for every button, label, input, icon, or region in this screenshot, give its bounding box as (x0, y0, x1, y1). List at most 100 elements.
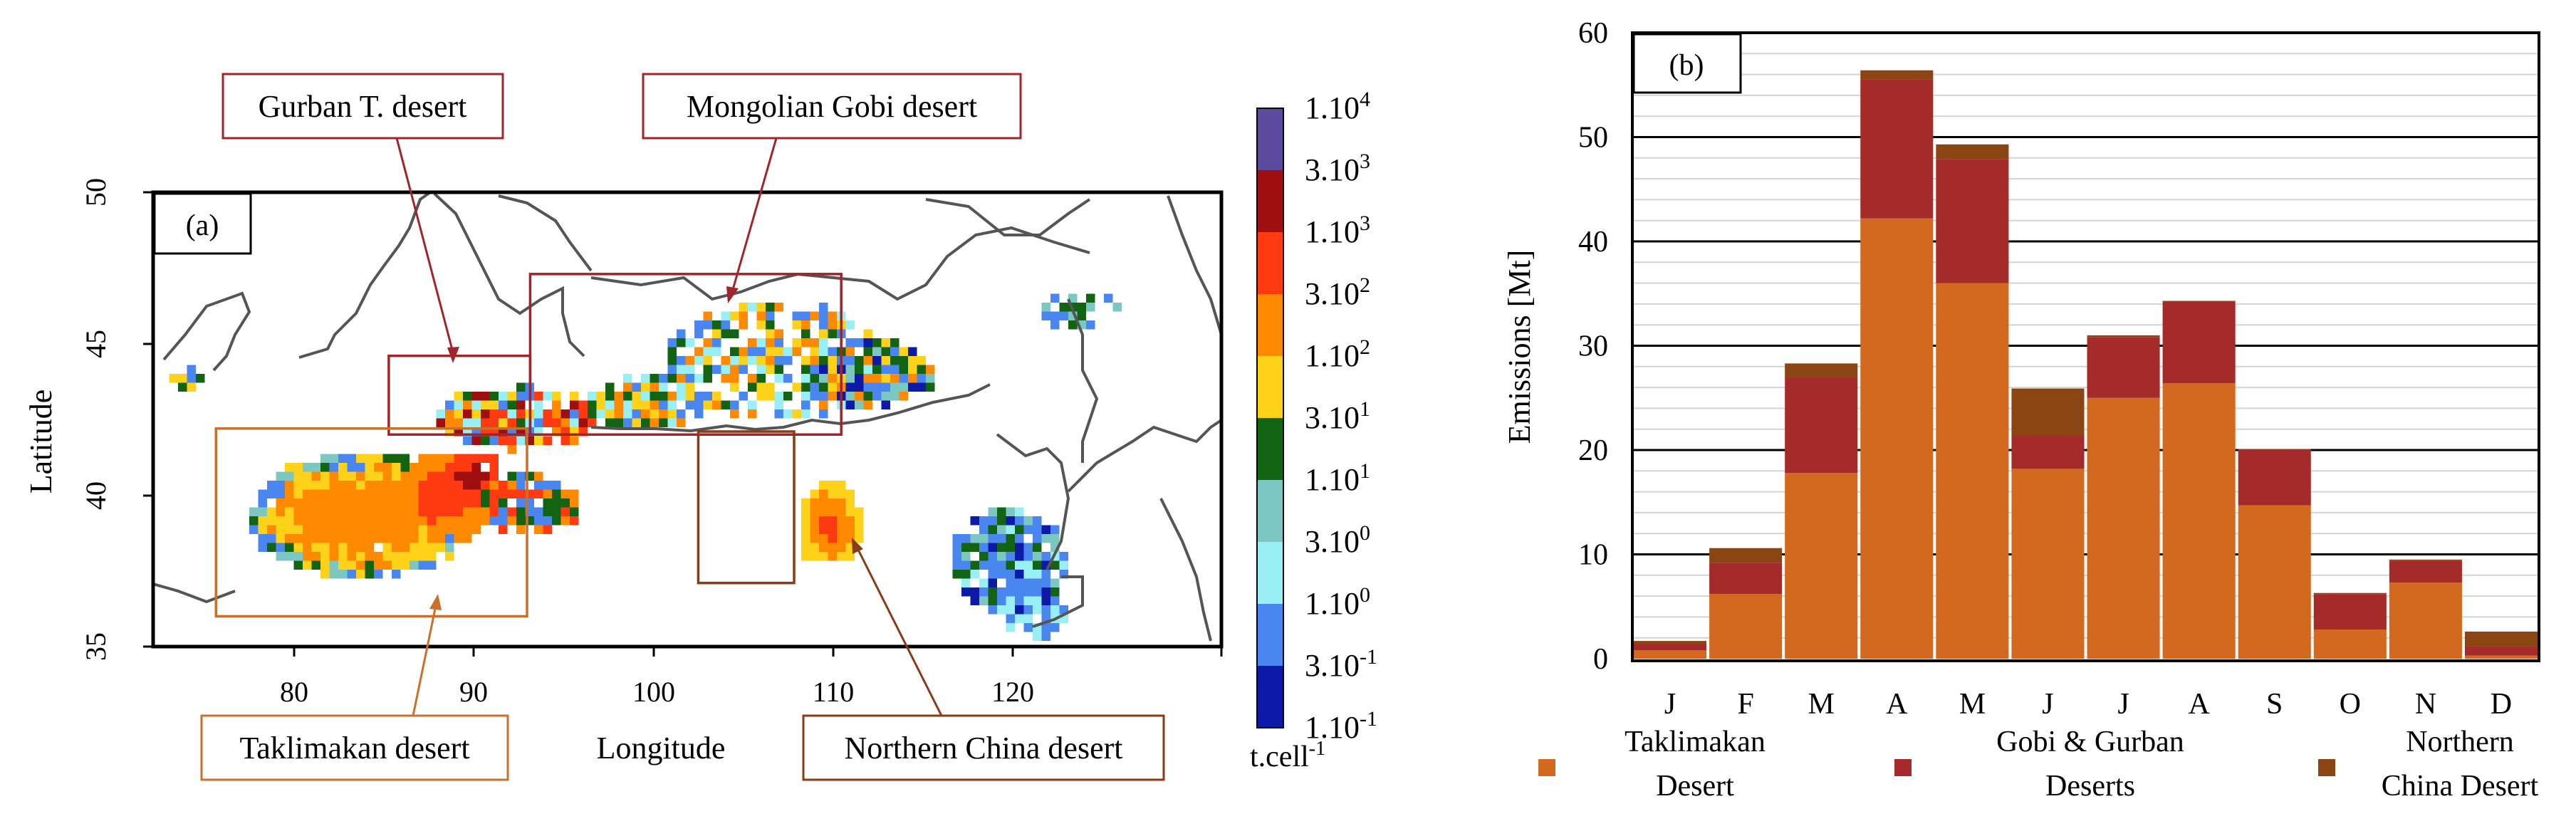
emission-cell (382, 516, 392, 526)
emission-cell (872, 365, 882, 374)
emission-cell (454, 392, 463, 401)
region-box (697, 430, 796, 585)
emission-cell (1006, 507, 1015, 516)
emission-cell (845, 365, 855, 374)
x-tick-label: M (1808, 688, 1835, 721)
x-tick-label: 100 (632, 676, 675, 708)
emission-cell (1006, 525, 1015, 534)
emission-cell (855, 374, 864, 383)
emission-cell (329, 552, 338, 561)
emission-cell (988, 507, 997, 516)
emission-cell (418, 507, 427, 516)
panel-label: (b) (1669, 49, 1704, 82)
emission-cell (1015, 516, 1024, 526)
emission-cell (489, 471, 499, 481)
emission-cell (952, 543, 961, 552)
emission-cell (471, 481, 481, 490)
emission-cell (338, 570, 348, 579)
emission-cell (810, 525, 819, 534)
emission-cell (766, 382, 775, 392)
emission-cell (410, 552, 419, 561)
emission-cell (694, 356, 704, 365)
emission-cell (677, 382, 686, 392)
emission-cell (863, 365, 872, 374)
emission-cell (392, 543, 401, 552)
emission-cell (329, 570, 338, 579)
annotation-gobi: Mongolian Gobi desert (642, 73, 1022, 303)
emission-cell (311, 481, 320, 490)
emission-cell (988, 596, 997, 605)
emission-cell (667, 418, 677, 427)
x-tick-label: D (2491, 688, 2512, 721)
emission-cell (320, 489, 330, 498)
emission-cell (917, 382, 926, 392)
emission-cell (766, 329, 775, 338)
emission-cell (1006, 543, 1015, 552)
emission-cell (863, 374, 872, 383)
emission-cell (739, 311, 748, 320)
emission-cell (454, 507, 463, 516)
emission-cell (801, 365, 810, 374)
emission-cell (1006, 596, 1015, 605)
panel-label-box (1632, 33, 1742, 94)
emission-cell (926, 382, 935, 392)
emission-cell (908, 382, 917, 392)
emission-cell (703, 356, 712, 365)
emission-cell (756, 392, 766, 401)
emission-cell (552, 400, 561, 409)
emission-cell (382, 525, 392, 534)
emission-cell (410, 507, 419, 516)
emission-cell (481, 507, 490, 516)
emission-cell (543, 498, 552, 508)
emission-cell (917, 374, 926, 383)
emission-cell (952, 552, 961, 561)
emission-cell (445, 498, 454, 508)
legend-label: Deserts (2045, 770, 2135, 803)
emission-cell (792, 311, 801, 320)
emission-cell (872, 374, 882, 383)
emission-cell (427, 560, 437, 570)
emission-cell (267, 516, 276, 526)
emission-cell (410, 489, 419, 498)
emission-cell (1006, 605, 1015, 615)
emission-cell (418, 471, 427, 481)
emission-cell (605, 400, 615, 409)
emission-cell (267, 507, 276, 516)
emission-cell (623, 374, 632, 383)
emission-cell (623, 392, 632, 401)
emission-cell (570, 418, 579, 427)
emission-cell (293, 525, 303, 534)
emission-cell (1015, 552, 1024, 561)
emission-cell (1041, 552, 1050, 561)
border-line (162, 291, 251, 372)
bar-segment-taklimakan-desert (1709, 594, 1783, 659)
emission-cell (961, 534, 971, 543)
emission-cell (756, 365, 766, 374)
emission-cell (499, 525, 508, 534)
emission-cell (1015, 560, 1024, 570)
legend-label: Northern (2406, 726, 2514, 758)
emission-cell (418, 552, 427, 561)
emission-cell (997, 543, 1006, 552)
emission-cell (819, 356, 828, 365)
emission-cell (347, 507, 356, 516)
emission-cell (516, 507, 526, 516)
x-tick-label: A (2188, 688, 2210, 721)
emission-cell (320, 454, 330, 463)
emission-cell (516, 525, 526, 534)
emission-cell (1015, 605, 1024, 615)
annotation-arrow (412, 605, 437, 716)
legend-swatch (2318, 759, 2335, 776)
emission-cell (605, 418, 615, 427)
emission-cell (311, 507, 320, 516)
emission-cell (845, 489, 855, 498)
emission-cell (614, 392, 623, 401)
emission-cell (997, 552, 1006, 561)
emission-cell (756, 303, 766, 312)
emission-cell (872, 392, 882, 401)
emission-cell (970, 570, 979, 579)
emission-cell (347, 516, 356, 526)
emission-cell (570, 436, 579, 445)
emission-cell (881, 365, 890, 374)
border-line (590, 383, 991, 433)
